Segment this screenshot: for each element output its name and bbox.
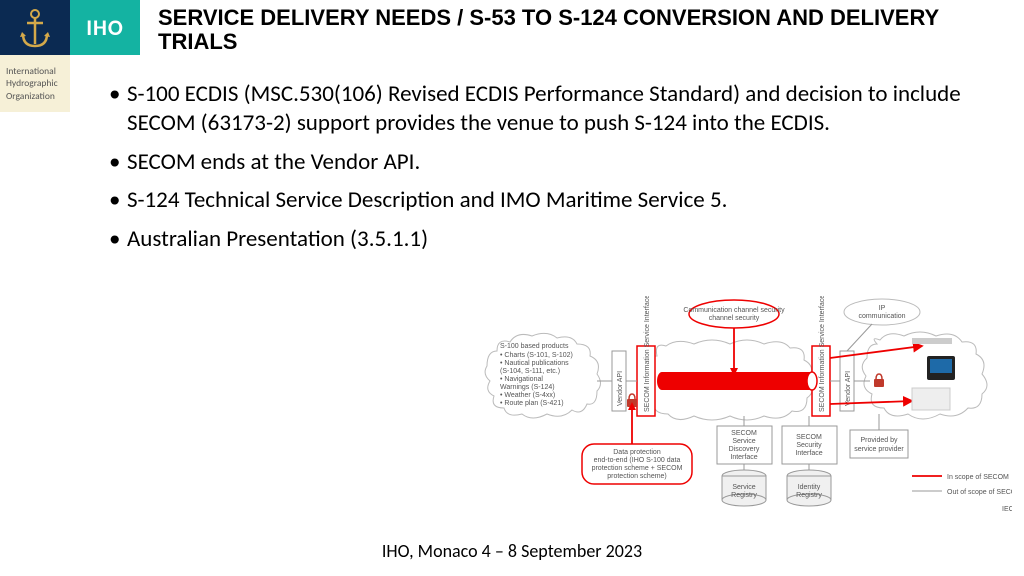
svg-text:• Charts (S-101, S-102): • Charts (S-101, S-102) xyxy=(500,352,573,359)
svg-text:SECOM: SECOM xyxy=(731,430,757,437)
svg-text:Identity: Identity xyxy=(798,484,821,491)
bullet-item: S-124 Technical Service Description and … xyxy=(105,186,1004,215)
svg-text:Interface: Interface xyxy=(730,454,757,461)
bullet-list: S-100 ECDIS (MSC.530(106) Revised ECDIS … xyxy=(105,80,1004,254)
secom-left: SECOM Information Service Interface xyxy=(644,296,651,412)
svg-text:IEC: IEC xyxy=(1002,506,1012,513)
svg-text:Service: Service xyxy=(732,484,755,491)
svg-text:protection scheme + SECOM: protection scheme + SECOM xyxy=(592,465,683,472)
callout-comm: Communication channel security xyxy=(683,307,785,314)
svg-text:• Navigational: • Navigational xyxy=(500,376,543,383)
iho-badge: IHO xyxy=(70,0,140,55)
svg-text:(S-104, S-111, etc.): (S-104, S-111, etc.) xyxy=(500,368,560,375)
cloud-heading: S-100 based products xyxy=(500,343,569,350)
svg-text:Service: Service xyxy=(732,438,755,445)
svg-text:Data protection: Data protection xyxy=(613,449,661,456)
bullet-item: S-100 ECDIS (MSC.530(106) Revised ECDIS … xyxy=(105,80,1004,138)
svg-text:Warnings (S-124): Warnings (S-124) xyxy=(500,384,555,391)
cylinder-identity: Identity Registry xyxy=(787,470,831,506)
svg-text:IP: IP xyxy=(879,305,886,312)
logo-anchor xyxy=(0,0,70,55)
vendor-api-right: Vendor API xyxy=(845,371,852,406)
device-icon xyxy=(912,338,952,344)
svg-text:• Weather (S-4xx): • Weather (S-4xx) xyxy=(500,392,555,399)
svg-text:Interface: Interface xyxy=(795,450,822,457)
cylinder-service: Service Registry xyxy=(722,470,766,506)
svg-text:Registry: Registry xyxy=(731,492,757,499)
secom-right: SECOM Information Service Interface xyxy=(819,296,826,412)
secom-diagram: S-100 based products • Charts (S-101, S-… xyxy=(482,296,1012,526)
svg-text:end-to-end (IHO S-100 data: end-to-end (IHO S-100 data xyxy=(594,457,681,464)
svg-text:Provided by: Provided by xyxy=(861,437,898,444)
svg-text:SECOM: SECOM xyxy=(796,434,822,441)
org-name: International Hydrographic Organization xyxy=(0,55,70,112)
bullet-item: SECOM ends at the Vendor API. xyxy=(105,148,1004,177)
svg-text:protection scheme): protection scheme) xyxy=(607,473,667,480)
server-icon xyxy=(912,388,950,410)
legend-out: Out of scope of SECOM xyxy=(947,489,1012,496)
svg-text:Security: Security xyxy=(796,442,822,449)
legend-in: In scope of SECOM xyxy=(947,474,1009,481)
content-area: S-100 ECDIS (MSC.530(106) Revised ECDIS … xyxy=(105,80,1004,264)
svg-text:• Route plan (S-421): • Route plan (S-421) xyxy=(500,400,564,407)
svg-text:communication: communication xyxy=(858,313,905,320)
svg-text:service provider: service provider xyxy=(854,446,904,453)
svg-text:channel security: channel security xyxy=(709,315,760,322)
svg-text:Discovery: Discovery xyxy=(729,446,760,453)
svg-text:• Nautical publications: • Nautical publications xyxy=(500,360,569,367)
vendor-api-left: Vendor API xyxy=(617,371,624,406)
bullet-item: Australian Presentation (3.5.1.1) xyxy=(105,225,1004,254)
slide-title: SERVICE DELIVERY NEEDS / S-53 TO S-124 C… xyxy=(158,6,1012,54)
footer-text: IHO, Monaco 4 – 8 September 2023 xyxy=(0,540,1024,562)
svg-text:Registry: Registry xyxy=(796,492,822,499)
